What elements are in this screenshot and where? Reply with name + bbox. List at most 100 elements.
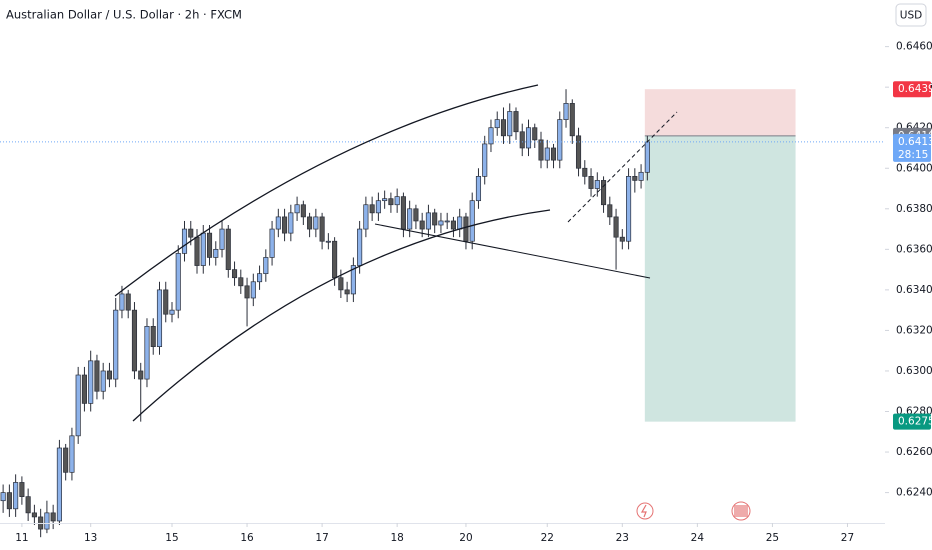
candle-body <box>369 204 375 214</box>
candle-body <box>238 277 244 287</box>
currency-button[interactable] <box>895 3 927 27</box>
candle-body <box>163 289 169 315</box>
candle-body <box>56 447 62 522</box>
x-tick-label: 23 <box>616 532 629 544</box>
candle-body <box>500 119 507 137</box>
candle-body <box>513 111 519 133</box>
neckline <box>374 223 651 279</box>
candle-body <box>344 289 350 295</box>
candle-body <box>19 482 25 497</box>
candle-body <box>44 512 50 530</box>
candle-body <box>269 228 275 258</box>
target-zone <box>644 135 796 422</box>
candle-body <box>231 269 238 279</box>
candle-body <box>432 212 438 226</box>
candle-body <box>213 248 219 258</box>
price-label-box <box>893 413 931 430</box>
candle-body <box>188 228 194 238</box>
candle-body <box>469 200 475 242</box>
chart-title: Australian Dollar / U.S. Dollar · 2h · F… <box>6 8 242 22</box>
flag <box>734 505 748 517</box>
y-tick-label: 0.6360 <box>896 243 932 255</box>
candle-body <box>94 360 100 392</box>
candle-body <box>357 228 363 266</box>
candle-body <box>594 180 600 189</box>
candle-body <box>131 309 138 372</box>
y-tick-label: 0.6380 <box>896 203 932 215</box>
candle-body <box>525 127 532 149</box>
candle-body <box>300 204 306 218</box>
candle-body <box>482 143 488 177</box>
candle-body <box>181 228 188 254</box>
candle-body <box>325 240 331 243</box>
candle-body <box>444 220 450 223</box>
candle-body <box>313 216 319 230</box>
candle-body <box>532 127 538 141</box>
upper-channel-curve <box>114 84 539 297</box>
candle-body <box>488 127 494 145</box>
candle-body <box>413 208 419 222</box>
candle-body <box>150 326 156 347</box>
candle-body <box>332 240 338 279</box>
y-tick-label: 0.6300 <box>896 365 932 377</box>
x-tick-label: 24 <box>691 532 705 544</box>
candle-body <box>319 216 325 242</box>
candle-body <box>225 228 231 270</box>
candle-body <box>50 512 56 522</box>
candle-body <box>144 326 150 380</box>
y-tick-label: 0.6240 <box>896 487 932 499</box>
candle-body <box>81 374 87 404</box>
x-axis: 11 13 15 16 17 18 20 22 23 24 25 27 <box>15 523 854 544</box>
x-tick-label: 18 <box>390 532 403 544</box>
drawings <box>114 84 678 422</box>
candle-body <box>250 281 256 299</box>
candle-body <box>588 176 594 189</box>
candle-body <box>244 285 250 299</box>
x-tick-label: 15 <box>165 532 178 544</box>
price-label-box <box>893 81 931 98</box>
candle-body <box>394 196 400 206</box>
candle-body <box>363 204 369 230</box>
candle-body <box>626 176 632 242</box>
x-tick-label: 17 <box>315 532 328 544</box>
candle-body <box>375 200 381 214</box>
candle-body <box>569 103 575 137</box>
candle-body <box>113 309 119 380</box>
candle-body <box>69 435 75 473</box>
price-label: 0.6439 <box>898 83 932 95</box>
candle-body <box>263 257 269 275</box>
price-label: 0.6413 <box>898 136 932 148</box>
candle-body <box>194 236 200 266</box>
price-label-box <box>893 133 931 162</box>
candle-body <box>388 198 394 206</box>
candle-body <box>88 360 94 404</box>
candle-body <box>25 496 31 514</box>
event-icons <box>636 501 751 521</box>
candle-body <box>13 482 19 510</box>
x-tick-label: 27 <box>841 532 854 544</box>
x-tick-label: 16 <box>240 532 254 544</box>
candle-body <box>0 492 6 502</box>
candle-body <box>544 147 550 161</box>
dashed-trend <box>567 111 678 223</box>
x-tick-label: 25 <box>766 532 779 544</box>
candle-body <box>632 176 638 181</box>
y-tick-label: 0.6260 <box>896 446 932 458</box>
y-axis: 0.64600.64400.64200.64000.63800.63600.63… <box>885 41 932 499</box>
candle-body <box>438 220 444 226</box>
event-bolt <box>640 504 647 518</box>
candle-body <box>206 232 213 258</box>
candle-body <box>619 236 625 242</box>
price-label: 0.6275 <box>898 416 932 428</box>
event-icon[interactable] <box>636 502 654 520</box>
candle-body <box>6 492 12 510</box>
candle-body <box>400 196 406 230</box>
candle-body <box>638 171 644 181</box>
candle-body <box>350 265 356 295</box>
candle-body <box>407 208 413 230</box>
candle-body <box>75 374 81 437</box>
candle-body <box>538 139 544 161</box>
candle-body <box>507 111 513 137</box>
candle-body <box>450 220 456 230</box>
candle-body <box>519 131 525 149</box>
